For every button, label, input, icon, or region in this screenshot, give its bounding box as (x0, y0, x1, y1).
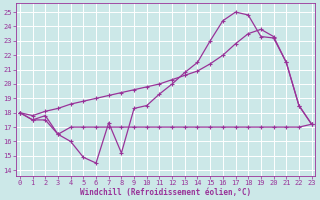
X-axis label: Windchill (Refroidissement éolien,°C): Windchill (Refroidissement éolien,°C) (80, 188, 251, 197)
